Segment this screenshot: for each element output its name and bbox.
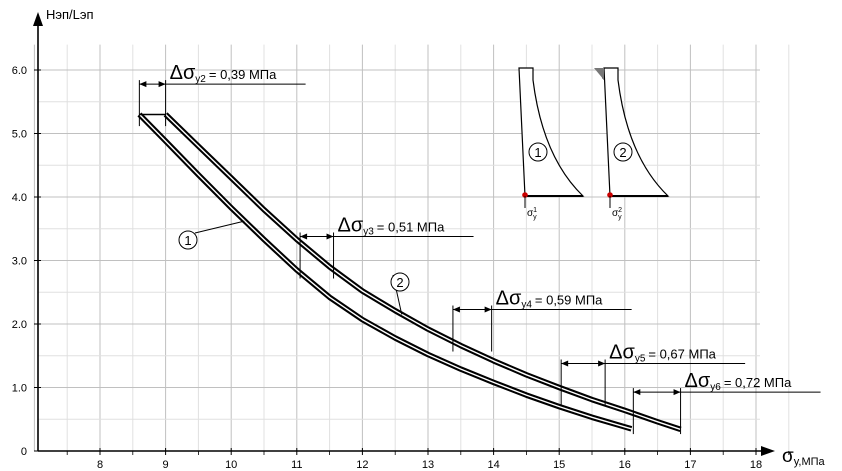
x-tick-label: 15 <box>553 459 565 471</box>
x-tick-label: 17 <box>684 459 696 471</box>
arrow-left <box>139 81 146 87</box>
arrow-left <box>300 234 307 240</box>
y-axis-title: Нэп/Lэп <box>46 7 94 22</box>
x-tick-label: 16 <box>619 459 631 471</box>
delta-subscript: y4 <box>521 300 532 311</box>
inset-label-text: 1 <box>534 145 541 160</box>
stress-label: σ1 y <box>527 207 537 221</box>
series-2-outer <box>166 114 681 429</box>
stress-subscript: y <box>618 214 622 221</box>
delta-value: = 0,39 МПа <box>209 67 277 82</box>
series-2-inner <box>166 114 681 429</box>
curve-label-1: 1 <box>179 221 244 249</box>
y-tick-label: 6.0 <box>12 65 27 77</box>
y-tick-label: 3.0 <box>12 256 27 268</box>
delta-symbol: Δσ <box>685 370 711 392</box>
stress-subscript: y <box>533 214 537 221</box>
x-tick-label: 8 <box>97 459 103 471</box>
y-tick-label: 0 <box>21 446 27 458</box>
delta-subscript: y6 <box>710 382 721 393</box>
x-tick-label: 9 <box>163 459 169 471</box>
delta-subscript: y5 <box>635 354 646 365</box>
arrow-right <box>485 307 492 313</box>
inset-2: 2σ2 y <box>594 68 668 221</box>
x-axis-title: σy,МПа <box>782 446 826 468</box>
delta-label: Δσy6 = 0,72 МПа <box>685 370 793 393</box>
y-tick-label: 4.0 <box>12 192 27 204</box>
curve-label-text: 1 <box>184 233 191 248</box>
delta-label: Δσy5 = 0,67 МПа <box>609 342 717 365</box>
curve-label-leader <box>195 221 244 233</box>
x-tick-label: 18 <box>750 459 762 471</box>
delta-annotation-y3: Δσy3 = 0,51 МПа <box>300 215 473 279</box>
y-tick-label: 2.0 <box>12 319 27 331</box>
x-tick-label: 12 <box>356 459 368 471</box>
x-axis-title-symbol: σ <box>782 446 794 467</box>
arrow-left <box>453 307 460 313</box>
x-tick-label: 10 <box>225 459 237 471</box>
arrow-left <box>633 389 640 395</box>
delta-annotation-y4: Δσy4 = 0,59 МПа <box>453 288 632 352</box>
arrow-right <box>674 389 681 395</box>
inset-1: 1σ1 y <box>519 68 583 221</box>
dam-profile <box>604 68 668 196</box>
x-axis-title-units: y,МПа <box>794 456 826 468</box>
dam-profile <box>519 68 583 196</box>
delta-label: Δσy4 = 0,59 МПа <box>496 288 604 311</box>
stress-label: σ2 y <box>612 207 622 221</box>
delta-value: = 0,51 МПа <box>377 220 445 235</box>
x-tick-label: 11 <box>291 459 302 471</box>
curves <box>139 114 680 429</box>
x-axis-title-text: σy,МПа <box>782 446 826 468</box>
y-tick-label: 1.0 <box>12 383 27 395</box>
arrow-right <box>598 361 605 367</box>
x-tick-label: 13 <box>422 459 434 471</box>
delta-symbol: Δσ <box>609 342 635 364</box>
delta-subscript: y2 <box>195 74 206 85</box>
delta-symbol: Δσ <box>170 62 196 84</box>
arrow-right <box>159 81 166 87</box>
delta-subscript: y3 <box>363 227 374 238</box>
delta-symbol: Δσ <box>338 215 364 237</box>
x-tick-label: 14 <box>487 459 499 471</box>
delta-value: = 0,67 МПа <box>648 347 716 362</box>
delta-label: Δσy3 = 0,51 МПа <box>338 215 446 238</box>
delta-label: Δσy2 = 0,39 МПа <box>170 62 278 85</box>
y-axis-arrow <box>33 12 43 26</box>
y-tick-label: 5.0 <box>12 129 27 141</box>
delta-value: = 0,59 МПа <box>535 293 603 308</box>
curve-label-text: 2 <box>396 275 403 290</box>
stress-superscript: 2 <box>618 207 622 214</box>
arrow-left <box>561 361 568 367</box>
delta-value: = 0,72 МПа <box>724 375 792 390</box>
x-axis-arrow <box>761 446 775 456</box>
inset-label-text: 2 <box>619 145 626 160</box>
stress-superscript: 1 <box>533 207 537 214</box>
delta-symbol: Δσ <box>496 288 522 310</box>
